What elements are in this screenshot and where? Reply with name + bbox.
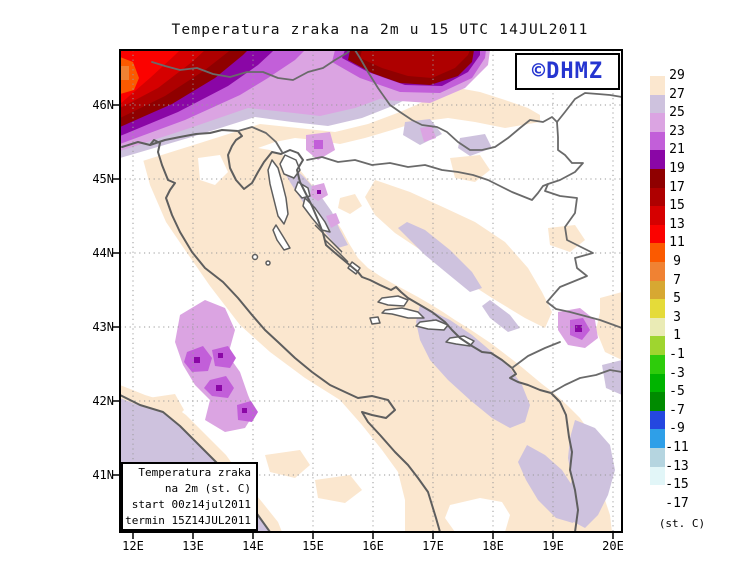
temperature-fill-layer: [120, 50, 622, 532]
lat-label-45n: 45N: [92, 172, 114, 186]
colorbar-patch: [650, 392, 665, 411]
colorbar-patch: [650, 95, 665, 113]
colorbar-label: -5: [669, 384, 685, 399]
colorbar-patch: [650, 318, 665, 336]
run-info-box: Temperatura zraka na 2m (st. C) start 00…: [121, 462, 258, 531]
colorbar-label: -9: [669, 421, 685, 436]
colorbar-patch: [650, 262, 665, 281]
lat-label-41n: 41N: [92, 468, 114, 482]
colorbar-label: 3: [673, 310, 681, 325]
lat-label-42n: 42N: [92, 394, 114, 408]
colorbar-patch: [650, 188, 665, 206]
axis-ticks: [112, 104, 614, 539]
colorbar-patch: [650, 150, 665, 169]
colorbar-label: 9: [673, 254, 681, 269]
colorbar-patch: [650, 243, 665, 262]
lat-label-44n: 44N: [92, 246, 114, 260]
country-borders: [151, 50, 622, 394]
colorbar-patch: [650, 76, 665, 95]
info-line-4: termin 15Z14JUL2011: [125, 514, 251, 527]
graticule: [120, 50, 622, 532]
colorbar-label: -11: [665, 440, 689, 455]
colorbar-patch: [650, 113, 665, 132]
colorbar-label: 19: [669, 161, 685, 176]
dhmz-logo-box: ©DHMZ: [515, 53, 620, 90]
colorbar-label: -17: [665, 496, 689, 511]
colorbar-label: 11: [669, 235, 685, 250]
colorbar-label: -13: [665, 459, 689, 474]
info-line-1: Temperatura zraka: [138, 466, 251, 479]
colorbar-patch: [650, 299, 665, 318]
lon-label-17e: 17E: [422, 539, 444, 553]
colorbar-patch: [650, 336, 665, 355]
colorbar-label: 13: [669, 217, 685, 232]
info-line-2: na 2m (st. C): [164, 482, 251, 495]
lat-label-46n: 46N: [92, 98, 114, 112]
colorbar-patch: [650, 429, 665, 448]
lon-label-18e: 18E: [482, 539, 504, 553]
lon-label-15e: 15E: [302, 539, 324, 553]
colorbar-patch: [650, 281, 665, 299]
info-line-3: start 00z14jul2011: [131, 498, 251, 511]
lon-label-20e: 20E: [602, 539, 624, 553]
islands: [251, 154, 475, 347]
colorbar-label: 25: [669, 105, 685, 120]
colorbar-label: 23: [669, 124, 685, 139]
lon-label-13e: 13E: [182, 539, 204, 553]
lat-label-43n: 43N: [92, 320, 114, 334]
map-title: Temperatura zraka na 2m u 15 UTC 14JUL20…: [171, 22, 589, 38]
colorbar-label: 1: [673, 328, 681, 343]
lon-label-12e: 12E: [122, 539, 144, 553]
colorbar-label: 5: [673, 291, 681, 306]
colorbar-label: 29: [669, 68, 685, 83]
colorbar-patch: [650, 355, 665, 374]
colorbar-patch: [650, 169, 665, 188]
colorbar-label: -1: [669, 347, 685, 362]
colorbar-patch: [650, 374, 665, 392]
colorbar-patch: [650, 467, 665, 485]
colorbar-unit-label: (st. C): [658, 517, 706, 530]
colorbar-label: 21: [669, 142, 685, 157]
colorbar-label: -3: [669, 366, 685, 381]
colorbar-patch: [650, 132, 665, 150]
map-frame: [119, 49, 623, 533]
colorbar-patch: [650, 225, 665, 243]
colorbar-label: 17: [669, 180, 685, 195]
dhmz-logo-text: ©DHMZ: [531, 59, 604, 84]
colorbar-patch: [650, 448, 665, 467]
lon-label-14e: 14E: [242, 539, 264, 553]
colorbar-label: 7: [673, 273, 681, 288]
colorbar-label: 27: [669, 87, 685, 102]
colorbar-label: 15: [669, 198, 685, 213]
colorbar-patch: [650, 206, 665, 225]
lon-label-19e: 19E: [542, 539, 564, 553]
lon-label-16e: 16E: [362, 539, 384, 553]
colorbar-patch: [650, 411, 665, 429]
colorbar-label: -7: [669, 403, 685, 418]
colorbar-label: -15: [665, 477, 689, 492]
